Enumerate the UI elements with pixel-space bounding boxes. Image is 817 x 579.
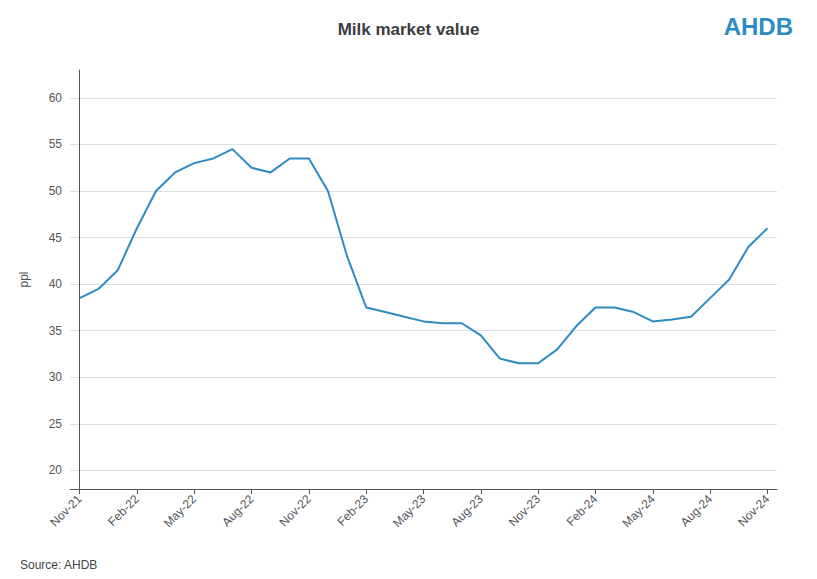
svg-text:Nov-24: Nov-24 (735, 492, 772, 529)
svg-text:35: 35 (49, 324, 63, 338)
svg-text:ppl: ppl (17, 271, 31, 287)
svg-text:Feb-22: Feb-22 (105, 492, 142, 529)
svg-text:30: 30 (49, 370, 63, 384)
svg-text:Feb-23: Feb-23 (334, 492, 371, 529)
svg-text:Nov-22: Nov-22 (277, 492, 314, 529)
svg-text:Milk market value: Milk market value (338, 20, 480, 39)
svg-text:May-22: May-22 (161, 492, 199, 530)
svg-text:May-24: May-24 (620, 492, 658, 530)
svg-text:May-23: May-23 (390, 492, 428, 530)
svg-text:20: 20 (49, 463, 63, 477)
svg-text:Source: AHDB: Source: AHDB (20, 558, 97, 572)
svg-text:Aug-23: Aug-23 (449, 492, 486, 529)
svg-text:Nov-21: Nov-21 (47, 492, 84, 529)
svg-text:55: 55 (49, 137, 63, 151)
svg-text:60: 60 (49, 91, 63, 105)
svg-text:Aug-22: Aug-22 (219, 492, 256, 529)
svg-text:Feb-24: Feb-24 (564, 492, 601, 529)
svg-text:40: 40 (49, 277, 63, 291)
svg-text:Aug-24: Aug-24 (678, 492, 715, 529)
svg-text:45: 45 (49, 231, 63, 245)
svg-text:Nov-23: Nov-23 (506, 492, 543, 529)
svg-text:AHDB: AHDB (724, 13, 793, 40)
svg-text:25: 25 (49, 417, 63, 431)
svg-text:50: 50 (49, 184, 63, 198)
